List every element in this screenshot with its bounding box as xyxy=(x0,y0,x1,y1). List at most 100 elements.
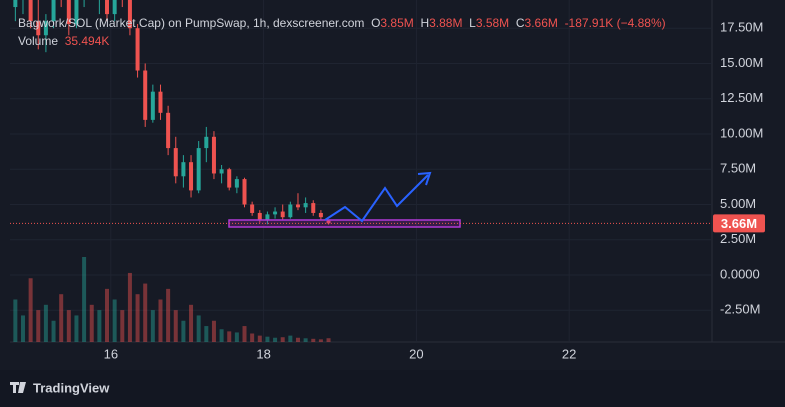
legend: Bagwork/SOL (Market Cap) on PumpSwap, 1h… xyxy=(18,14,666,50)
volume-bar xyxy=(127,272,132,342)
ohlc-label: H xyxy=(420,16,430,30)
volume-bar xyxy=(150,310,155,342)
volume-bar xyxy=(59,294,64,342)
volume-value: 35.494K xyxy=(64,34,110,48)
volume-bar xyxy=(227,331,232,342)
ohlc-value: 3.66M xyxy=(524,16,558,30)
volume-bar xyxy=(166,288,171,342)
candle-body xyxy=(295,204,300,208)
volume-bar xyxy=(173,310,178,342)
volume-bar xyxy=(51,320,56,342)
y-tick-label: 5.00M xyxy=(720,196,756,211)
candle-body xyxy=(158,91,163,113)
candle-body xyxy=(13,0,18,8)
y-tick-label: 10.00M xyxy=(720,125,763,140)
y-tick-label: 12.50M xyxy=(720,90,763,105)
candle-body xyxy=(257,212,262,221)
candle-body xyxy=(28,0,33,22)
volume-bar xyxy=(120,310,125,342)
x-tick-label: 22 xyxy=(562,346,576,361)
ohlc-label: O xyxy=(371,16,381,30)
candle-body xyxy=(43,21,48,36)
volume-bar xyxy=(43,304,48,342)
volume-bar xyxy=(273,337,278,342)
title: Bagwork/SOL (Market Cap) on PumpSwap, 1h… xyxy=(18,16,365,30)
volume-bar xyxy=(135,294,140,342)
volume-bar xyxy=(112,299,117,342)
volume-bar xyxy=(13,299,18,342)
candle-body xyxy=(303,203,308,208)
volume-bar xyxy=(74,315,79,342)
candle-body xyxy=(318,212,323,218)
volume-bar xyxy=(97,310,102,342)
candle-body xyxy=(105,0,110,15)
candle-body xyxy=(326,220,331,224)
ohlc-label: L xyxy=(469,16,476,30)
last-price-label: 3.66M xyxy=(721,216,757,231)
candle-body xyxy=(189,162,194,191)
candle-body xyxy=(219,169,224,174)
candle-body xyxy=(181,162,186,177)
candle-body xyxy=(135,28,140,71)
y-tick-label: 2.50M xyxy=(720,231,756,246)
candle-body xyxy=(36,21,41,36)
x-tick-label: 20 xyxy=(409,346,423,361)
volume-bar xyxy=(242,326,247,342)
ohlc-value: 3.58M xyxy=(475,16,510,30)
y-tick-label: 0.0000 xyxy=(720,266,760,281)
candle-body xyxy=(242,179,247,205)
ohlc-label: C xyxy=(515,16,525,30)
footer-bar xyxy=(0,370,785,407)
volume-bar xyxy=(219,329,224,342)
volume-bar xyxy=(66,310,71,342)
candle-body xyxy=(196,148,201,191)
volume-bar xyxy=(326,338,331,342)
volume-bar xyxy=(204,326,209,342)
candle-body xyxy=(166,112,171,149)
candle-body xyxy=(112,0,117,15)
brand-name: TradingView xyxy=(33,380,110,395)
volume-bar xyxy=(196,315,201,342)
candle-body xyxy=(127,0,132,29)
volume-bar xyxy=(105,288,110,342)
volume-bar xyxy=(20,315,25,342)
volume-bar xyxy=(295,337,300,342)
volume-bar xyxy=(265,336,270,342)
change-percent: (−4.88%) xyxy=(616,16,666,30)
candle-body xyxy=(150,91,155,120)
y-tick-label: 7.50M xyxy=(720,161,756,176)
volume-bar xyxy=(143,283,148,342)
y-tick-label: 17.50M xyxy=(720,20,763,35)
ohlc-value: 3.88M xyxy=(429,16,463,30)
ohlc-value: 3.85M xyxy=(380,16,414,30)
range-box xyxy=(228,219,461,228)
candle-body xyxy=(227,169,232,188)
x-tick-label: 18 xyxy=(256,346,270,361)
volume-bar xyxy=(189,304,194,342)
candle-body xyxy=(288,204,293,218)
volume-bar xyxy=(28,278,33,342)
volume-bar xyxy=(36,310,41,342)
volume-bar xyxy=(181,320,186,342)
volume-bar xyxy=(288,335,293,342)
candle-body xyxy=(143,70,148,120)
volume-bar xyxy=(303,338,308,342)
volume-bar xyxy=(318,339,323,342)
volume-bar xyxy=(211,320,216,342)
volume-bar xyxy=(280,337,285,342)
candle-body xyxy=(280,211,285,218)
volume-label: Volume xyxy=(18,34,59,48)
candle-body xyxy=(265,214,270,221)
volume-bar xyxy=(234,332,239,342)
candle-body xyxy=(273,211,278,215)
projection-arrow xyxy=(324,174,429,223)
volume-bar xyxy=(311,338,316,342)
y-tick-label: -2.50M xyxy=(720,302,760,317)
candle-body xyxy=(74,0,79,24)
volume-bar xyxy=(82,257,87,342)
last-price-tag xyxy=(713,214,765,233)
volume-bar xyxy=(257,335,262,342)
volume-bar xyxy=(158,299,163,342)
